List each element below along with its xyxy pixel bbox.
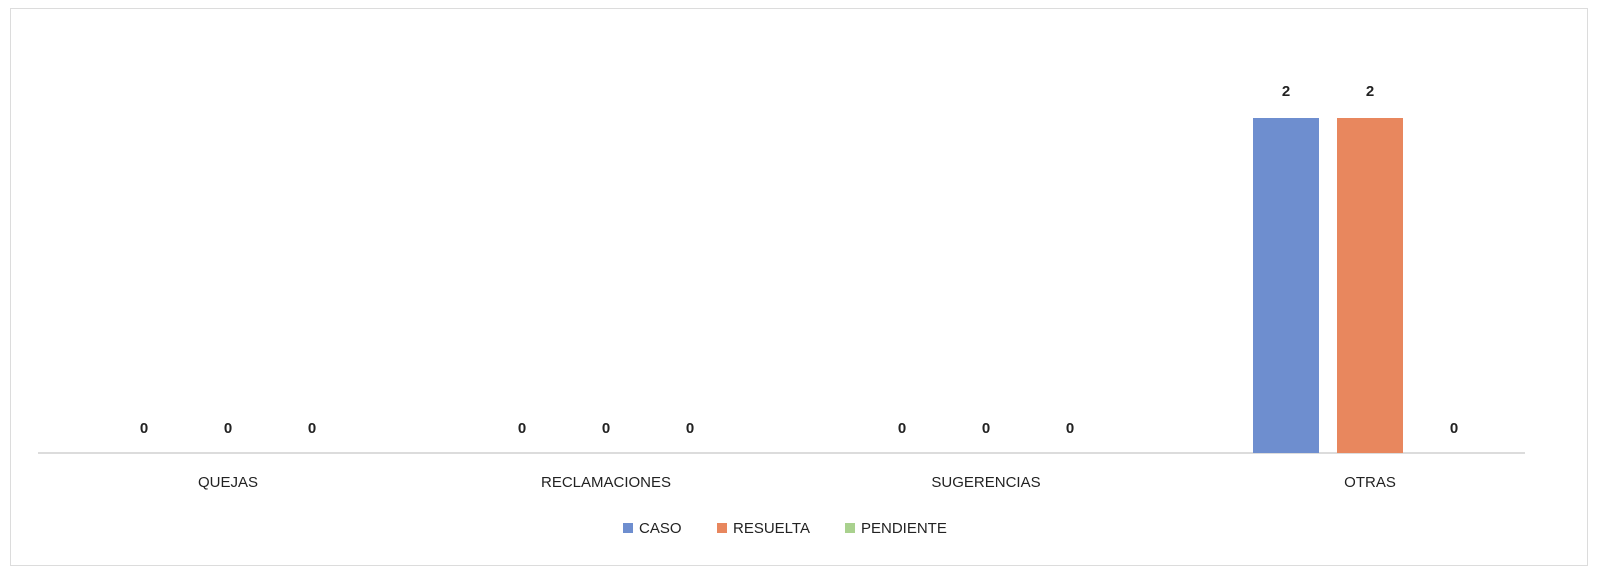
legend-label-pendiente: PENDIENTE xyxy=(861,520,947,537)
bar-resuelta-otras xyxy=(1337,118,1403,453)
legend-swatch-pendiente xyxy=(845,523,855,533)
value-label-resuelta-reclamaciones: 0 xyxy=(602,420,610,437)
value-label-pendiente-sugerencias: 0 xyxy=(1066,420,1074,437)
value-label-caso-sugerencias: 0 xyxy=(898,420,906,437)
legend-label-resuelta: RESUELTA xyxy=(733,520,810,537)
category-labels-group: QUEJAS RECLAMACIONES SUGERENCIAS OTRAS xyxy=(198,474,1396,491)
legend-swatch-caso xyxy=(623,523,633,533)
legend-swatch-resuelta xyxy=(717,523,727,533)
value-label-caso-otras: 2 xyxy=(1282,83,1290,100)
value-label-caso-quejas: 0 xyxy=(140,420,148,437)
category-label-reclamaciones: RECLAMACIONES xyxy=(541,474,671,491)
value-label-resuelta-sugerencias: 0 xyxy=(982,420,990,437)
bar-caso-otras xyxy=(1253,118,1319,453)
value-label-pendiente-quejas: 0 xyxy=(308,420,316,437)
value-label-resuelta-otras: 2 xyxy=(1366,83,1374,100)
bars-group xyxy=(1253,118,1403,453)
value-labels-group: 0 0 0 0 0 0 0 0 0 2 2 0 xyxy=(140,83,1458,437)
category-label-quejas: QUEJAS xyxy=(198,474,258,491)
value-label-pendiente-reclamaciones: 0 xyxy=(686,420,694,437)
legend: CASO RESUELTA PENDIENTE xyxy=(623,520,947,537)
legend-label-caso: CASO xyxy=(639,520,682,537)
value-label-resuelta-quejas: 0 xyxy=(224,420,232,437)
chart-frame xyxy=(10,8,1588,566)
category-label-otras: OTRAS xyxy=(1344,474,1396,491)
value-label-pendiente-otras: 0 xyxy=(1450,420,1458,437)
category-label-sugerencias: SUGERENCIAS xyxy=(931,474,1040,491)
value-label-caso-reclamaciones: 0 xyxy=(518,420,526,437)
